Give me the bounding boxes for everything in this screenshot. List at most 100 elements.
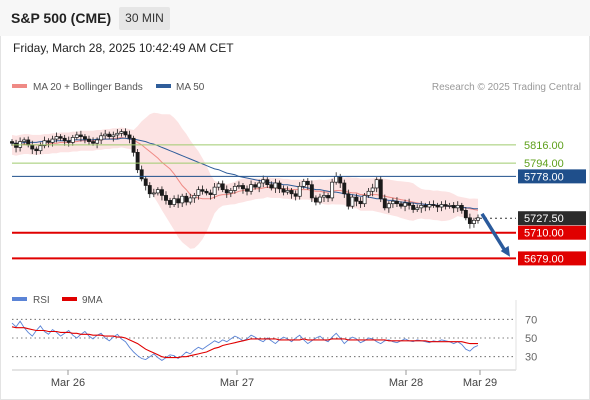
level-label-box bbox=[518, 211, 586, 226]
rsi-tick: 30 bbox=[12, 352, 537, 364]
candle-body bbox=[297, 185, 302, 197]
candle-body bbox=[382, 198, 387, 209]
candle bbox=[95, 137, 100, 149]
level-resistance: 5794.00 bbox=[12, 158, 564, 170]
candle bbox=[415, 204, 420, 212]
level-support: 5710.00 bbox=[12, 225, 586, 240]
candle-body bbox=[119, 131, 124, 134]
candle bbox=[411, 202, 416, 213]
candle bbox=[463, 207, 468, 221]
candle-body bbox=[168, 200, 172, 205]
candle-body bbox=[164, 195, 168, 201]
level-support: 5679.00 bbox=[12, 251, 586, 266]
candle-body bbox=[261, 179, 266, 184]
candle-body bbox=[42, 140, 47, 147]
candle-body bbox=[362, 195, 367, 205]
candle bbox=[103, 129, 108, 140]
candle-body bbox=[403, 202, 408, 207]
candle-body bbox=[87, 138, 91, 142]
candle bbox=[467, 213, 472, 229]
candle-body bbox=[334, 176, 339, 183]
candle bbox=[70, 134, 75, 146]
candle-body bbox=[366, 190, 371, 196]
candle-body bbox=[338, 176, 343, 184]
candle bbox=[172, 195, 177, 208]
candle bbox=[46, 138, 51, 148]
candle-body bbox=[159, 189, 164, 196]
candle bbox=[196, 186, 201, 200]
candle-body bbox=[172, 198, 177, 205]
level-last: 5727.50 bbox=[470, 211, 586, 226]
candle-body bbox=[135, 151, 140, 171]
rsi-legend-label: RSI bbox=[33, 295, 50, 306]
candle bbox=[135, 149, 140, 174]
candle bbox=[439, 201, 444, 212]
candle bbox=[200, 185, 205, 195]
candle-body bbox=[378, 179, 383, 200]
candle-body bbox=[50, 138, 55, 143]
candle bbox=[78, 130, 83, 142]
candle-body bbox=[46, 140, 51, 143]
candle bbox=[346, 189, 351, 210]
candle-body bbox=[435, 205, 440, 208]
candle bbox=[151, 188, 156, 198]
candle bbox=[208, 189, 213, 200]
candle-body bbox=[350, 196, 355, 207]
candle-body bbox=[151, 192, 156, 195]
candle-body bbox=[147, 185, 152, 195]
candle bbox=[423, 202, 428, 212]
candle bbox=[119, 129, 124, 137]
timestamp: Friday, March 28, 2025 10:42:49 AM CET bbox=[13, 41, 234, 55]
candle-body bbox=[265, 179, 270, 186]
candle-body bbox=[374, 179, 379, 189]
rsi-tick: 70 bbox=[12, 314, 537, 326]
instrument-title: S&P 500 (CME) bbox=[11, 10, 112, 26]
candle bbox=[87, 135, 91, 145]
rsi-ma-legend-label: 9MA bbox=[82, 295, 103, 306]
timeframe-button[interactable]: 30 MIN bbox=[119, 7, 170, 30]
level-label-box bbox=[518, 251, 586, 266]
candle-body bbox=[22, 139, 27, 142]
candle bbox=[257, 179, 262, 193]
candle-body bbox=[455, 205, 460, 209]
level-label-box bbox=[518, 169, 586, 184]
candle bbox=[322, 191, 326, 203]
candle-body bbox=[293, 193, 298, 197]
candle-body bbox=[358, 200, 363, 205]
candle bbox=[34, 146, 39, 155]
candle bbox=[224, 185, 229, 198]
candle-body bbox=[342, 182, 347, 195]
candle bbox=[204, 188, 209, 196]
candle bbox=[395, 197, 399, 208]
candle bbox=[184, 192, 189, 206]
candle-body bbox=[95, 139, 100, 144]
candle-body bbox=[273, 182, 278, 189]
candle bbox=[366, 187, 371, 198]
candle bbox=[451, 202, 456, 213]
candle bbox=[236, 181, 241, 189]
candle bbox=[285, 186, 290, 195]
candle-body bbox=[192, 195, 197, 199]
candle bbox=[281, 185, 286, 196]
x-tick: Mar 29 bbox=[463, 370, 497, 389]
candle bbox=[459, 202, 464, 214]
rsi-tick: 50 bbox=[12, 333, 537, 345]
candle-body bbox=[386, 203, 391, 209]
candle-body bbox=[245, 188, 249, 192]
candle bbox=[58, 134, 63, 141]
candle-body bbox=[318, 196, 322, 203]
level-label: 5679.00 bbox=[524, 253, 564, 265]
candle-body bbox=[139, 169, 144, 180]
x-tick-label: Mar 27 bbox=[220, 377, 254, 389]
level-label: 5816.00 bbox=[524, 140, 564, 152]
candle bbox=[107, 131, 112, 140]
forecast-arrow bbox=[480, 212, 510, 257]
candle-body bbox=[395, 200, 399, 205]
candle-body bbox=[257, 182, 262, 188]
candle-body bbox=[127, 134, 132, 139]
candle bbox=[289, 187, 294, 199]
candle bbox=[155, 187, 160, 196]
candle bbox=[313, 195, 318, 206]
